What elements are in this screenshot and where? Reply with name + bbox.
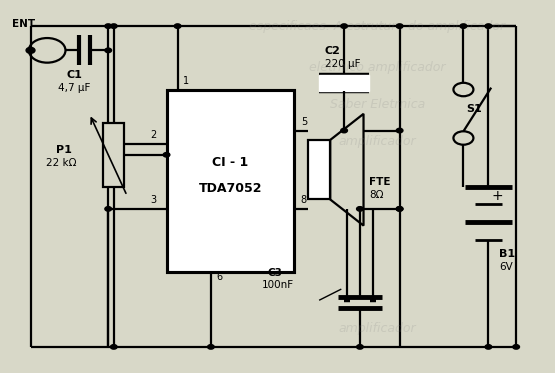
- Circle shape: [110, 345, 117, 349]
- Text: 220 μF: 220 μF: [325, 59, 360, 69]
- Text: 4,7 μF: 4,7 μF: [58, 84, 90, 93]
- Circle shape: [105, 48, 112, 53]
- Circle shape: [208, 345, 214, 349]
- Text: 100nF: 100nF: [262, 280, 294, 290]
- Text: C2: C2: [325, 46, 341, 56]
- Text: CI - 1: CI - 1: [212, 156, 249, 169]
- Text: +: +: [491, 189, 503, 203]
- Circle shape: [341, 128, 347, 133]
- Circle shape: [396, 207, 403, 211]
- Text: FTE: FTE: [369, 177, 391, 186]
- Text: amplificador: amplificador: [339, 135, 416, 148]
- Text: C1: C1: [67, 70, 83, 80]
- Text: especificaes. A estrutura do amplificador: especificaes. A estrutura do amplificado…: [249, 20, 506, 32]
- Bar: [166, 90, 294, 272]
- Circle shape: [396, 207, 403, 211]
- Text: amplificador: amplificador: [339, 322, 416, 335]
- Text: C3: C3: [268, 268, 282, 278]
- Text: 2: 2: [150, 130, 157, 140]
- Text: 8: 8: [301, 195, 307, 205]
- Text: 22 kΩ: 22 kΩ: [46, 158, 76, 168]
- Bar: [308, 140, 330, 200]
- Circle shape: [174, 24, 181, 28]
- Text: 6: 6: [216, 272, 223, 282]
- Circle shape: [485, 345, 492, 349]
- Circle shape: [396, 128, 403, 133]
- Text: 6V: 6V: [500, 263, 513, 272]
- Text: 5: 5: [301, 117, 307, 127]
- Text: P1: P1: [56, 145, 72, 155]
- Circle shape: [26, 47, 35, 53]
- Text: S1: S1: [466, 104, 482, 114]
- Circle shape: [110, 24, 117, 28]
- Circle shape: [105, 24, 112, 28]
- Circle shape: [163, 153, 170, 157]
- Circle shape: [485, 24, 492, 28]
- Circle shape: [460, 24, 467, 28]
- Text: TDA7052: TDA7052: [199, 182, 262, 195]
- Circle shape: [357, 345, 363, 349]
- Text: B1: B1: [500, 250, 516, 259]
- Text: ENT.: ENT.: [12, 19, 38, 29]
- Text: 1: 1: [183, 76, 189, 86]
- Text: 8Ω: 8Ω: [369, 190, 384, 200]
- Circle shape: [105, 207, 112, 211]
- Text: Saber Eletrnica: Saber Eletrnica: [330, 98, 425, 111]
- Bar: [319, 75, 369, 91]
- Circle shape: [396, 24, 403, 28]
- Circle shape: [357, 207, 363, 211]
- Circle shape: [513, 345, 519, 349]
- Bar: [103, 123, 124, 186]
- Circle shape: [341, 24, 347, 28]
- Text: eletrnico amplificador: eletrnico amplificador: [309, 61, 446, 73]
- Text: 3: 3: [150, 195, 157, 205]
